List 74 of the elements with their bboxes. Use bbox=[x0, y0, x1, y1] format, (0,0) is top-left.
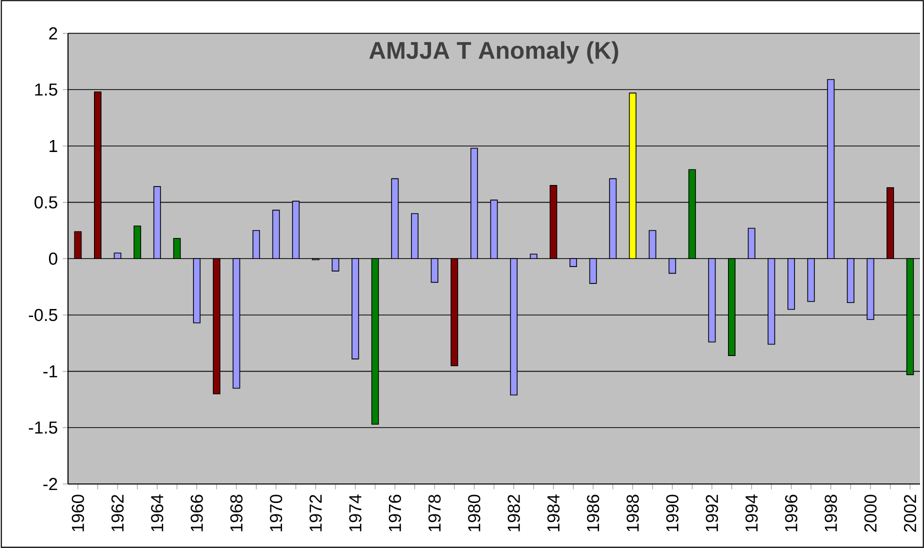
bar bbox=[391, 178, 399, 260]
x-tick-label: 1978 bbox=[428, 494, 441, 532]
y-tick-label: -0.5 bbox=[28, 308, 58, 322]
bar bbox=[292, 200, 300, 260]
x-tick-label: 1964 bbox=[151, 494, 164, 532]
bar bbox=[827, 79, 835, 260]
x-tick-label: 2000 bbox=[864, 494, 877, 532]
bar bbox=[570, 258, 577, 267]
bar bbox=[252, 230, 260, 260]
bar bbox=[728, 258, 736, 356]
bar bbox=[212, 258, 220, 394]
bar bbox=[609, 178, 617, 260]
x-tick-label: 1984 bbox=[547, 494, 560, 532]
bar bbox=[748, 228, 756, 260]
bar bbox=[94, 92, 102, 260]
x-tick-label: 1996 bbox=[785, 494, 798, 532]
bar bbox=[114, 252, 122, 260]
chart-title: AMJJA T Anomaly (K) bbox=[369, 41, 618, 64]
x-tick-label: 1994 bbox=[745, 494, 758, 532]
bar bbox=[173, 238, 181, 260]
y-tick-label: -2 bbox=[43, 478, 58, 490]
x-tick-label: 1988 bbox=[626, 494, 639, 532]
y-tick-label: 0 bbox=[48, 252, 58, 265]
bar bbox=[411, 213, 418, 260]
x-tick-label: 1972 bbox=[310, 494, 322, 532]
y-tick-label: 2 bbox=[49, 27, 58, 40]
bar bbox=[153, 186, 161, 260]
x-tick-label: 1998 bbox=[824, 494, 837, 532]
x-tick-label: 1986 bbox=[586, 494, 600, 532]
bar bbox=[430, 258, 438, 283]
bar bbox=[272, 210, 280, 260]
bar bbox=[846, 258, 854, 303]
x-tick-label: 1974 bbox=[349, 494, 362, 532]
y-tick-label: 0.5 bbox=[34, 196, 58, 208]
x-tick-label: 2002 bbox=[904, 494, 916, 532]
bar bbox=[886, 187, 894, 260]
bar bbox=[589, 258, 597, 284]
bar bbox=[550, 185, 558, 260]
x-tick-label: 1992 bbox=[706, 494, 718, 532]
bar bbox=[628, 92, 636, 260]
bar bbox=[668, 258, 676, 274]
bar bbox=[510, 258, 518, 396]
bar bbox=[648, 230, 656, 260]
bar bbox=[490, 200, 498, 260]
bar bbox=[450, 258, 458, 366]
bar bbox=[768, 258, 776, 345]
bar bbox=[530, 254, 538, 260]
bar bbox=[193, 258, 201, 324]
x-tick-label: 1960 bbox=[72, 494, 84, 532]
bar bbox=[906, 258, 914, 376]
y-tick-label: -1 bbox=[43, 365, 58, 378]
x-tick-label: 1982 bbox=[508, 494, 520, 532]
x-tick-label: 1962 bbox=[111, 494, 124, 532]
bar bbox=[866, 258, 874, 320]
x-tick-label: 1970 bbox=[270, 494, 282, 532]
bar bbox=[787, 258, 795, 310]
bar bbox=[470, 148, 478, 260]
bar bbox=[708, 258, 716, 342]
x-tick-label: 1990 bbox=[666, 494, 678, 532]
bar bbox=[134, 226, 142, 260]
y-tick-label: 1 bbox=[50, 140, 58, 152]
bar bbox=[371, 258, 379, 425]
x-tick-label: 1966 bbox=[190, 494, 203, 532]
bar bbox=[332, 258, 340, 272]
x-tick-label: 1976 bbox=[388, 494, 402, 532]
x-tick-label: 1980 bbox=[468, 494, 480, 532]
bar bbox=[232, 258, 240, 389]
bar bbox=[352, 258, 360, 360]
x-tick-label: 1968 bbox=[230, 494, 243, 532]
bar bbox=[688, 169, 696, 260]
bar bbox=[807, 258, 815, 302]
bar bbox=[74, 231, 82, 260]
y-tick-label: 1.5 bbox=[35, 84, 58, 96]
y-tick-label: -1.5 bbox=[28, 422, 58, 434]
